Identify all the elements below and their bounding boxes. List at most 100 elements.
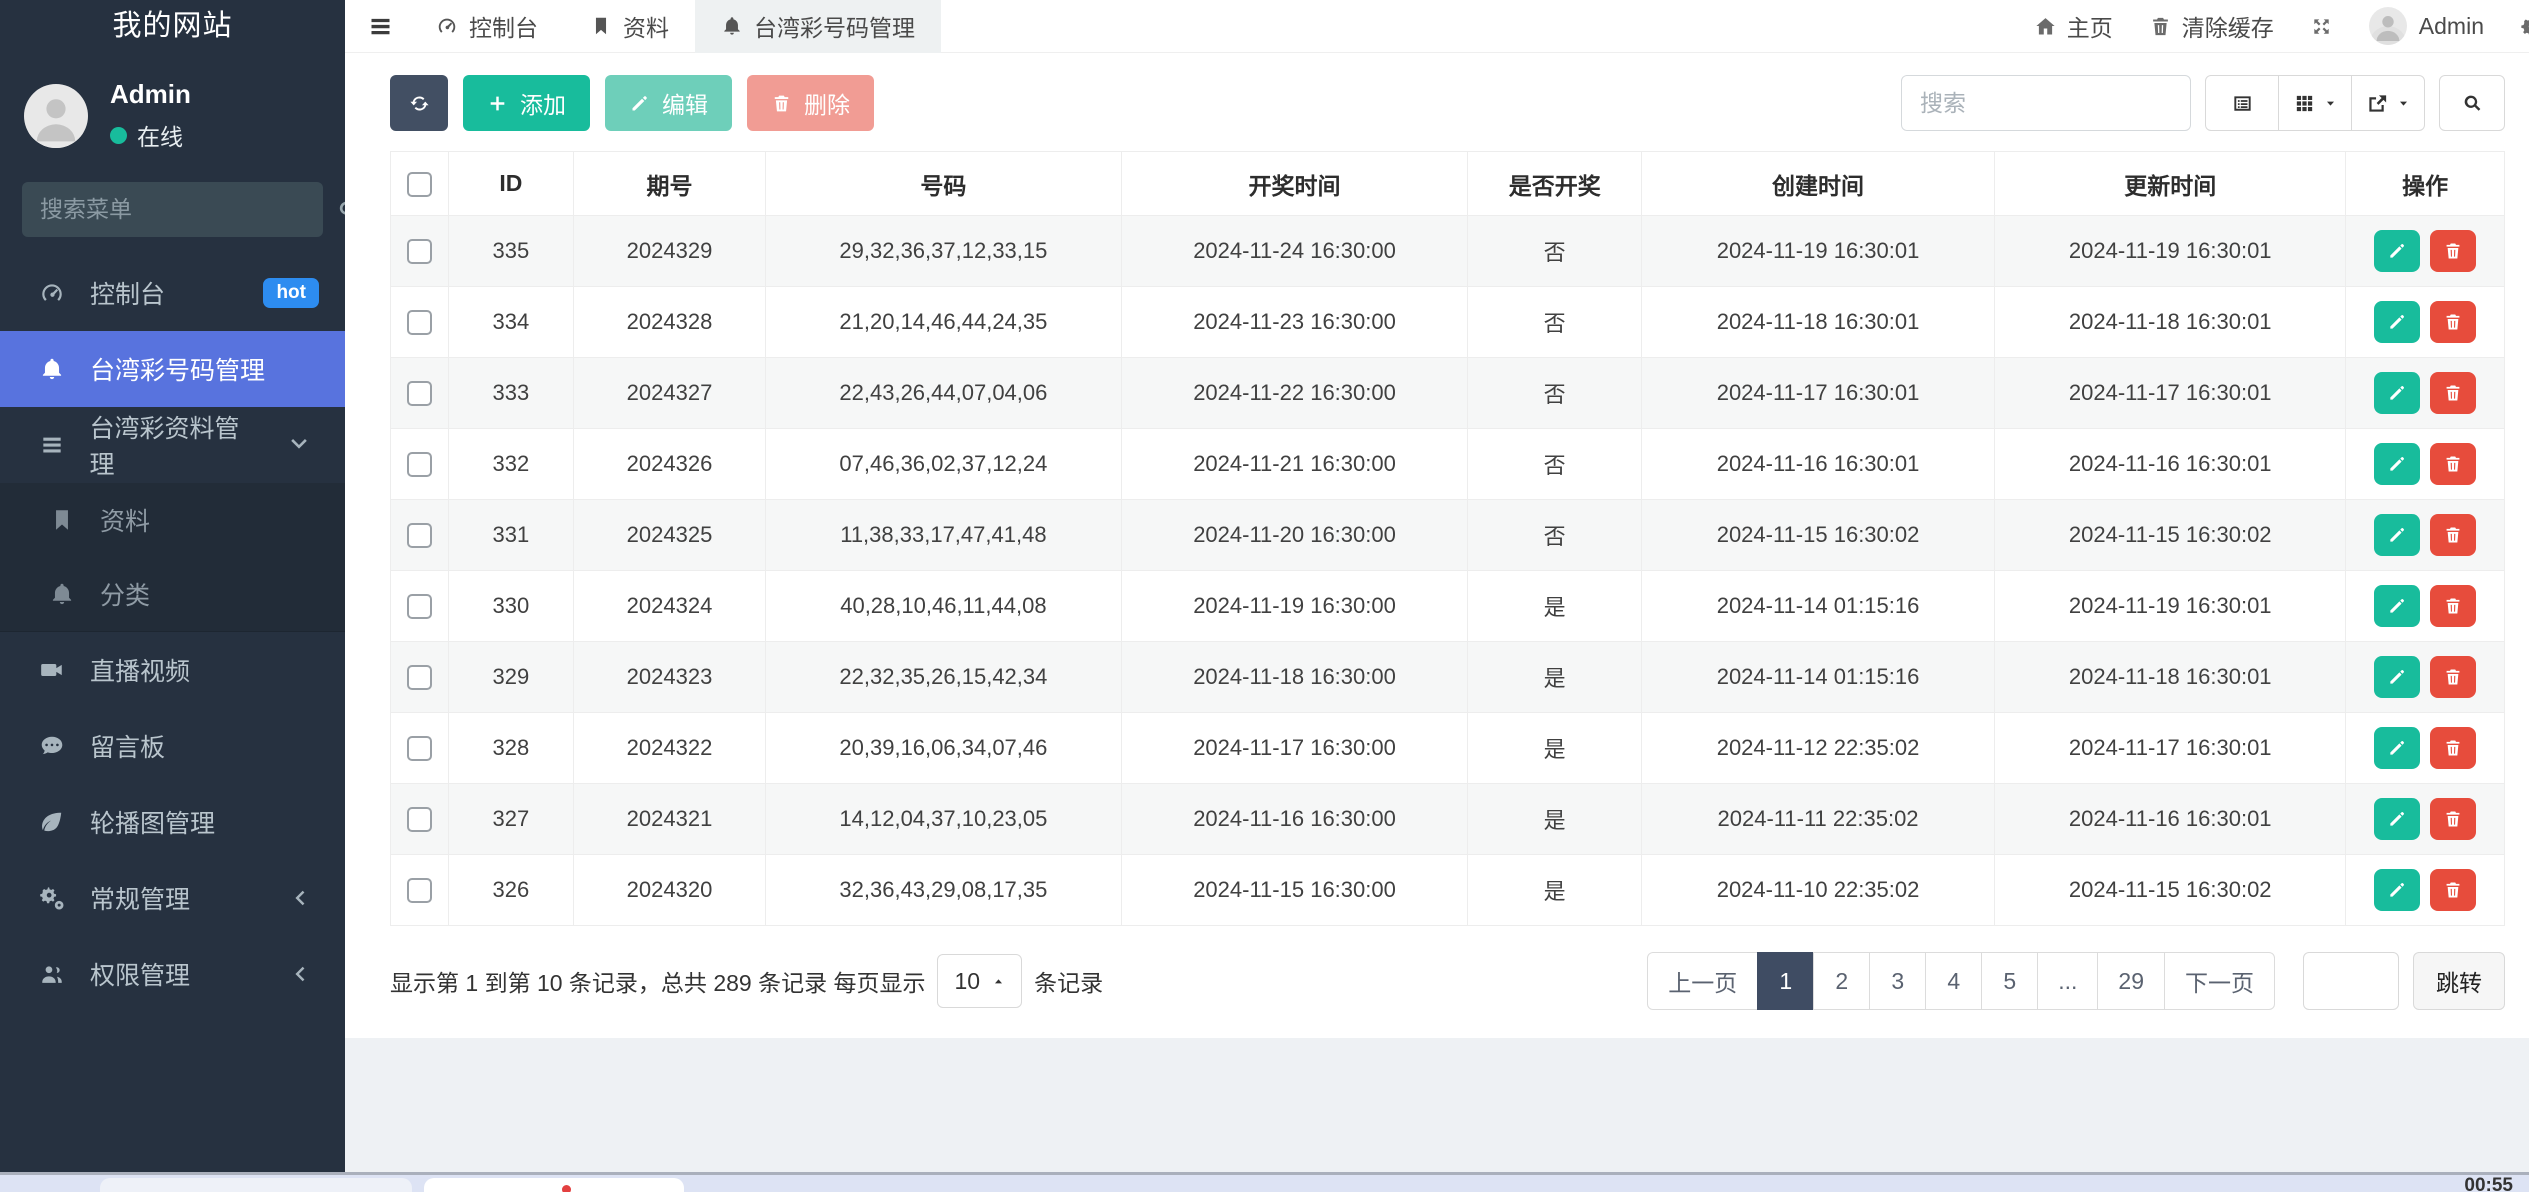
bell-icon xyxy=(36,356,68,382)
row-edit-button[interactable] xyxy=(2374,301,2421,343)
row-delete-button[interactable] xyxy=(2430,798,2477,840)
online-dot xyxy=(110,126,127,144)
issue-cell: 2024328 xyxy=(572,286,767,358)
actions-cell xyxy=(2345,286,2505,358)
row-delete-button[interactable] xyxy=(2430,727,2477,769)
page-number[interactable]: 1 xyxy=(1757,952,1815,1010)
row-edit-button[interactable] xyxy=(2374,443,2421,485)
page-next[interactable]: 下一页 xyxy=(2164,952,2275,1010)
leaf-icon xyxy=(36,809,68,835)
row-edit-button[interactable] xyxy=(2374,585,2421,627)
row-edit-button[interactable] xyxy=(2374,514,2421,556)
row-checkbox[interactable] xyxy=(406,665,432,691)
sidebar-item-dashboard[interactable]: 控制台 hot xyxy=(0,255,345,331)
sidebar-group-carousel: 轮播图管理 xyxy=(0,784,345,860)
sidebar-item-taiwan-lottery-numbers[interactable]: 台湾彩号码管理 xyxy=(0,331,345,407)
row-checkbox[interactable] xyxy=(406,807,432,833)
updated-cell: 2024-11-18 16:30:01 xyxy=(1994,286,2347,358)
row-checkbox[interactable] xyxy=(406,239,432,265)
row-delete-button[interactable] xyxy=(2430,301,2477,343)
row-checkbox[interactable] xyxy=(406,452,432,478)
edit-button[interactable]: 编辑 xyxy=(605,75,732,131)
sidebar-group-general: 常规管理 xyxy=(0,860,345,936)
row-edit-button[interactable] xyxy=(2374,727,2421,769)
bars-icon xyxy=(36,432,67,458)
row-edit-button[interactable] xyxy=(2374,230,2421,272)
actions-cell xyxy=(2345,712,2505,784)
tab-taiwan-lottery-numbers[interactable]: 台湾彩号码管理 xyxy=(695,0,941,53)
trash-icon xyxy=(2443,241,2463,261)
sidebar-item-label: 分类 xyxy=(100,582,151,610)
row-edit-button[interactable] xyxy=(2374,656,2421,698)
numbers-cell: 32,36,43,29,08,17,35 xyxy=(765,854,1122,926)
columns-button[interactable] xyxy=(2278,75,2352,131)
table-search-input[interactable] xyxy=(1901,75,2191,131)
sidebar-item-message-board[interactable]: 留言板 xyxy=(0,708,345,784)
cogs-icon xyxy=(36,885,68,911)
page-number[interactable]: 4 xyxy=(1925,952,1983,1010)
row-checkbox[interactable] xyxy=(406,594,432,620)
tab-dashboard[interactable]: 控制台 xyxy=(410,0,564,53)
tab-data[interactable]: 资料 xyxy=(564,0,695,53)
sidebar-toggle-icon[interactable] xyxy=(367,13,394,40)
row-delete-button[interactable] xyxy=(2430,585,2477,627)
row-edit-button[interactable] xyxy=(2374,869,2421,911)
fullscreen-icon[interactable] xyxy=(2310,15,2333,38)
sidebar-item-live-video[interactable]: 直播视频 xyxy=(0,632,345,708)
id-cell: 333 xyxy=(447,357,574,429)
table-row: 334 2024328 21,20,14,46,44,24,35 2024-11-23… xyxy=(390,286,2505,358)
search-toggle-button[interactable] xyxy=(2439,75,2505,131)
sidebar-item-auth[interactable]: 权限管理 xyxy=(0,936,345,1012)
detail-view-button[interactable] xyxy=(2205,75,2279,131)
sidebar-item-category[interactable]: 分类 xyxy=(0,557,345,631)
row-checkbox[interactable] xyxy=(406,310,432,336)
row-edit-button[interactable] xyxy=(2374,372,2421,414)
actions-cell xyxy=(2345,854,2505,926)
page-number[interactable]: 2 xyxy=(1813,952,1871,1010)
row-delete-button[interactable] xyxy=(2430,443,2477,485)
pencil-icon xyxy=(2387,596,2407,616)
row-delete-button[interactable] xyxy=(2430,230,2477,272)
home-link[interactable]: 主页 xyxy=(2034,9,2113,43)
page-number[interactable]: 5 xyxy=(1981,952,2039,1010)
sidebar-item-general[interactable]: 常规管理 xyxy=(0,860,345,936)
page-prev[interactable]: 上一页 xyxy=(1647,952,1759,1010)
sidebar-item-label: 留言板 xyxy=(90,734,166,762)
bell-icon xyxy=(46,581,78,607)
draw-time-cell: 2024-11-18 16:30:00 xyxy=(1120,641,1469,713)
user-menu[interactable]: Admin xyxy=(2368,7,2484,45)
refresh-button[interactable] xyxy=(390,75,448,131)
pencil-icon xyxy=(2387,383,2407,403)
user-name: Admin xyxy=(110,79,191,109)
sidebar-item-data[interactable]: 资料 xyxy=(0,483,345,557)
sidebar-item-taiwan-lottery-data[interactable]: 台湾彩资料管理 xyxy=(0,407,345,483)
row-checkbox[interactable] xyxy=(406,736,432,762)
settings-gear-icon[interactable] xyxy=(2520,15,2529,38)
sidebar-search-input[interactable] xyxy=(40,196,336,223)
row-checkbox[interactable] xyxy=(406,523,432,549)
sidebar-item-label: 权限管理 xyxy=(90,962,191,990)
jump-button[interactable]: 跳转 xyxy=(2413,952,2505,1010)
clear-cache-link[interactable]: 清除缓存 xyxy=(2149,9,2274,43)
row-edit-button[interactable] xyxy=(2374,798,2421,840)
delete-button[interactable]: 删除 xyxy=(747,75,874,131)
row-checkbox[interactable] xyxy=(406,381,432,407)
page-size-select[interactable]: 10 xyxy=(937,954,1023,1008)
edit-label: 编辑 xyxy=(662,92,708,118)
site-title: 我的网站 xyxy=(112,10,233,42)
add-button[interactable]: 添加 xyxy=(463,75,590,131)
sidebar-item-carousel[interactable]: 轮播图管理 xyxy=(0,784,345,860)
content-background xyxy=(345,1038,2529,1172)
select-all-checkbox[interactable] xyxy=(406,172,432,198)
page-number[interactable]: 3 xyxy=(1869,952,1927,1010)
page-number[interactable]: 29 xyxy=(2097,952,2165,1010)
row-delete-button[interactable] xyxy=(2430,656,2477,698)
row-delete-button[interactable] xyxy=(2430,869,2477,911)
row-checkbox[interactable] xyxy=(406,878,432,904)
export-button[interactable] xyxy=(2351,75,2425,131)
row-delete-button[interactable] xyxy=(2430,372,2477,414)
jump-page-input[interactable] xyxy=(2303,952,2399,1010)
numbers-cell: 20,39,16,06,34,07,46 xyxy=(765,712,1122,784)
drawn-status-cell: 是 xyxy=(1467,712,1642,784)
row-delete-button[interactable] xyxy=(2430,514,2477,556)
